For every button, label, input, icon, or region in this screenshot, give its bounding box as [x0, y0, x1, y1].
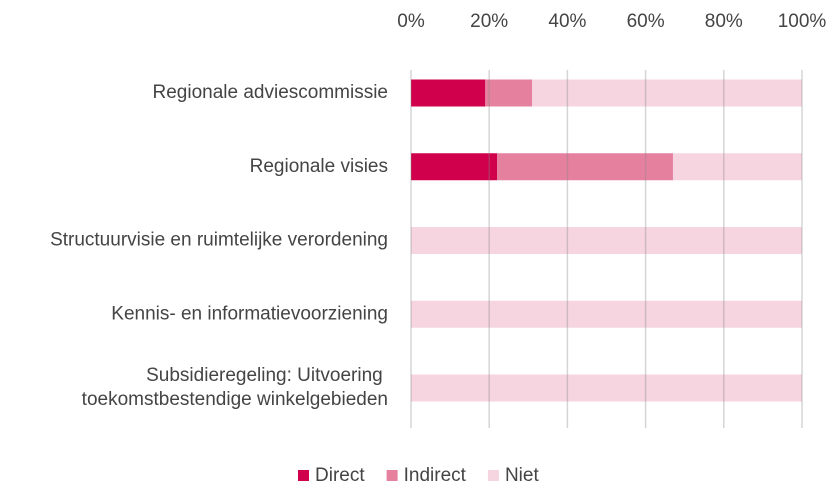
bar-segment	[672, 153, 802, 181]
x-tick-label: 80%	[705, 11, 743, 32]
label-line: Structuurvisie en ruimtelijke verordenin…	[50, 230, 388, 251]
label-line: Regionale adviescommissie	[153, 82, 389, 103]
x-tick-label: 0%	[397, 11, 425, 32]
label-line: Kennis- en informatievoorziening	[111, 303, 388, 324]
legend-label: Indirect	[404, 465, 467, 486]
x-tick-label: 20%	[470, 11, 508, 32]
legend-swatch	[298, 470, 309, 481]
x-tick-label: 100%	[778, 11, 827, 32]
legend-swatch	[487, 470, 499, 481]
category-label: Regionale adviescommissie	[153, 82, 389, 103]
bar-segment	[485, 79, 533, 107]
category-label: Structuurvisie en ruimtelijke verordenin…	[50, 230, 388, 251]
legend-label: Niet	[505, 465, 540, 486]
bar-segment	[411, 227, 802, 254]
category-label: Subsidieregeling: Uitvoering toekomstbes…	[82, 365, 388, 410]
legend-swatch	[386, 470, 398, 481]
bar-segment	[411, 374, 802, 402]
bar-segment	[411, 153, 498, 181]
bar-segment	[497, 153, 673, 181]
label-line: Subsidieregeling: Uitvoering	[146, 365, 388, 386]
bar-segment	[411, 300, 802, 328]
label-line: toekomstbestendige winkelgebieden	[82, 389, 388, 410]
category-label: Regionale visies	[250, 156, 388, 177]
x-tick-label: 60%	[627, 11, 665, 32]
legend-label: Direct	[315, 465, 365, 486]
bar-segment	[411, 79, 486, 107]
category-label: Kennis- en informatievoorziening	[111, 303, 388, 324]
bar-segment	[532, 79, 802, 107]
label-line: Regionale visies	[250, 156, 388, 177]
x-tick-label: 40%	[548, 11, 586, 32]
